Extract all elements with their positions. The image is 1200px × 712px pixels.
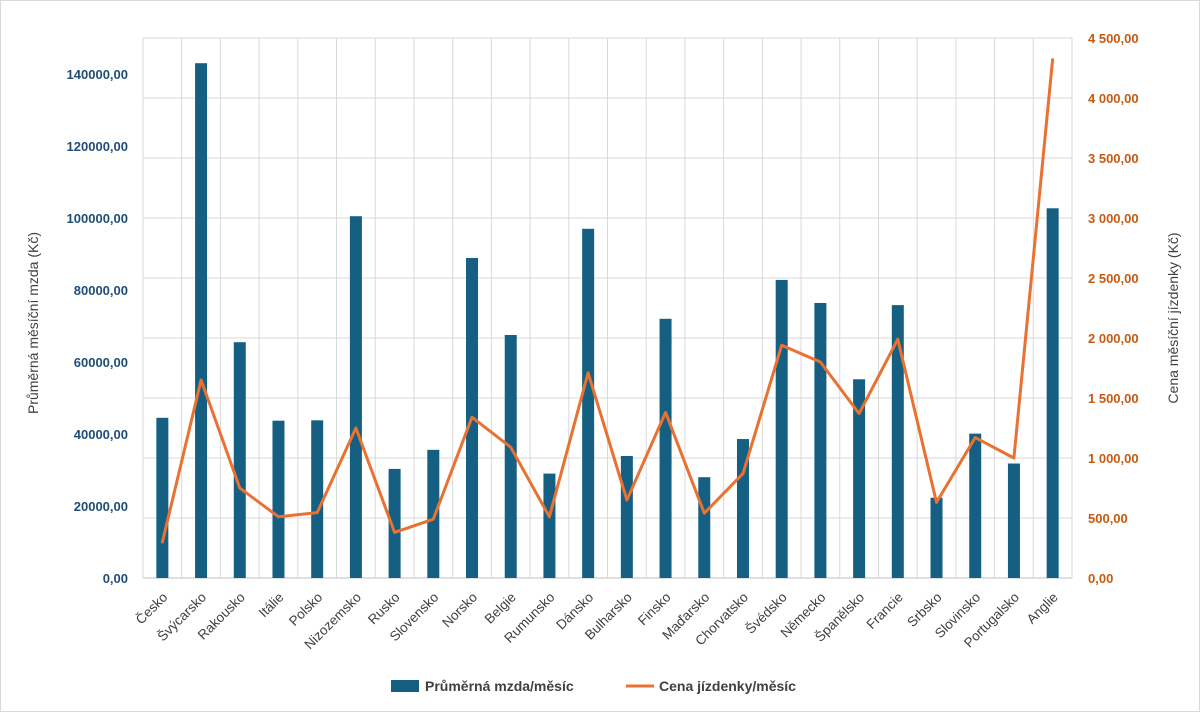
- category-label: Itálie: [256, 590, 287, 621]
- bar: [659, 318, 672, 578]
- right-tick-label: 1 500,00: [1088, 391, 1139, 406]
- line-series: [160, 58, 1055, 544]
- right-tick-label: 3 500,00: [1088, 151, 1139, 166]
- bar: [349, 216, 362, 578]
- bar: [195, 63, 208, 578]
- legend: Průměrná mzda/měsíc Cena jízdenky/měsíc: [391, 678, 796, 694]
- left-tick-label: 60000,00: [74, 355, 128, 370]
- bar: [969, 433, 982, 578]
- bar-series: [156, 63, 1059, 579]
- legend-swatch-bar: [391, 680, 419, 692]
- category-label: Rusko: [365, 590, 403, 628]
- left-tick-label: 120000,00: [67, 139, 128, 154]
- category-label: Norsko: [439, 590, 480, 631]
- right-tick-label: 1 000,00: [1088, 451, 1139, 466]
- category-label: Anglie: [1024, 590, 1061, 627]
- right-tick-label: 2 000,00: [1088, 331, 1139, 346]
- bar: [1007, 463, 1020, 578]
- left-axis-title: Průměrná měsíční mzda (Kč): [25, 232, 41, 414]
- gridlines: [142, 37, 1073, 579]
- right-tick-label: 4 000,00: [1088, 91, 1139, 106]
- bar: [582, 228, 595, 579]
- right-axis-ticks: 0,00 500,00 1 000,00 1 500,00 2 000,00 2 500,…: [1088, 31, 1139, 586]
- bar: [543, 473, 556, 578]
- right-axis-title: Cena měsíční jízdenky (Kč): [1165, 232, 1181, 403]
- legend-label-line: Cena jízdenky/měsíc: [659, 678, 796, 694]
- series-line: [160, 58, 1055, 544]
- legend-label-bar: Průměrná mzda/měsíc: [425, 678, 574, 694]
- bar: [504, 335, 517, 578]
- right-tick-label: 0,00: [1088, 571, 1113, 586]
- bar: [427, 449, 440, 578]
- bar: [233, 342, 246, 578]
- right-tick-label: 2 500,00: [1088, 271, 1139, 286]
- left-tick-label: 140000,00: [67, 67, 128, 82]
- bar: [620, 455, 633, 578]
- right-tick-label: 4 500,00: [1088, 31, 1139, 46]
- bar: [1046, 208, 1059, 578]
- category-label: Belgie: [482, 590, 519, 627]
- bar: [891, 305, 904, 578]
- bar: [388, 468, 401, 578]
- bar: [272, 420, 285, 578]
- category-label: Česko: [133, 590, 171, 628]
- bar: [736, 439, 749, 578]
- right-tick-label: 3 000,00: [1088, 211, 1139, 226]
- left-tick-label: 80000,00: [74, 283, 128, 298]
- left-axis-ticks: 0,00 20000,00 40000,00 60000,00 80000,00 1000…: [67, 67, 128, 586]
- bar: [814, 302, 827, 578]
- left-tick-label: 40000,00: [74, 427, 128, 442]
- left-tick-label: 100000,00: [67, 211, 128, 226]
- bar: [698, 477, 711, 578]
- category-label: Francie: [863, 590, 905, 632]
- bar: [930, 497, 943, 578]
- bar: [156, 417, 169, 578]
- right-tick-label: 500,00: [1088, 511, 1128, 526]
- left-tick-label: 0,00: [103, 571, 128, 586]
- bar: [311, 420, 324, 578]
- bar: [775, 279, 788, 578]
- left-tick-label: 20000,00: [74, 499, 128, 514]
- bar: [853, 379, 866, 578]
